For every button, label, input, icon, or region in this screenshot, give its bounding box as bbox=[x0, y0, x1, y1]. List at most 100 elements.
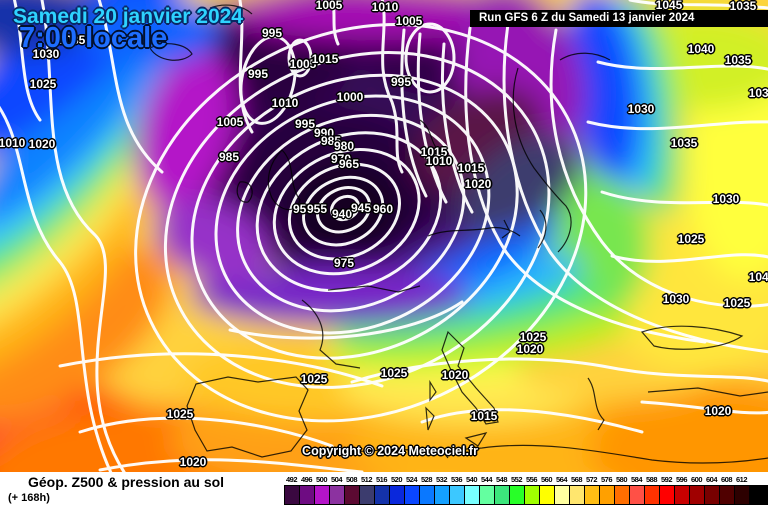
pressure-label: 1015 bbox=[470, 409, 498, 423]
color-scale: 492 496 500 504 508 512 516 520 524 528 532 536 540 5… bbox=[284, 475, 768, 505]
pressure-label: 1035 bbox=[670, 136, 698, 150]
forecast-date: Samedi 20 janvier 2024 bbox=[13, 5, 243, 28]
pressure-label: 1035 bbox=[58, 33, 86, 47]
scale-swatch bbox=[720, 486, 734, 504]
pressure-label: 1020 bbox=[516, 342, 544, 356]
forecast-time: 7:00 locale bbox=[19, 22, 168, 54]
map-title: Géop. Z500 & pression au sol bbox=[28, 474, 225, 490]
scale-swatch bbox=[420, 486, 434, 504]
scale-value: 552 bbox=[510, 475, 523, 484]
scale-value: 508 bbox=[345, 475, 358, 484]
scale-swatch bbox=[465, 486, 479, 504]
pressure-label: 1025 bbox=[677, 232, 705, 246]
pressure-label: 1035 bbox=[724, 53, 752, 67]
pressure-label: 1025 bbox=[166, 407, 194, 421]
scale-swatch bbox=[675, 486, 689, 504]
pressure-label: 1030 bbox=[627, 102, 655, 116]
scale-value: 564 bbox=[555, 475, 568, 484]
scale-value: 576 bbox=[600, 475, 613, 484]
scale-end-cap bbox=[750, 486, 767, 504]
pressure-label: 1020 bbox=[704, 404, 732, 418]
pressure-label: 1015 bbox=[457, 161, 485, 175]
pressure-label: 995 bbox=[247, 67, 269, 81]
scale-swatch bbox=[345, 486, 359, 504]
coastlines bbox=[149, 4, 768, 464]
scale-value: 492 bbox=[285, 475, 298, 484]
pressure-label: 960 bbox=[372, 202, 394, 216]
scale-swatch bbox=[585, 486, 599, 504]
color-scale-swatches bbox=[284, 485, 768, 505]
pressure-label: 1040 bbox=[687, 42, 715, 56]
pressure-label: 1000 bbox=[336, 90, 364, 104]
scale-value: 572 bbox=[585, 475, 598, 484]
scale-swatch bbox=[330, 486, 344, 504]
scale-swatch bbox=[690, 486, 704, 504]
pressure-field bbox=[0, 0, 768, 472]
scale-swatch bbox=[705, 486, 719, 504]
pressure-label: 1005 bbox=[216, 115, 244, 129]
pressure-label: 950 bbox=[292, 202, 314, 216]
scale-value: 584 bbox=[630, 475, 643, 484]
model-run-bar: Run GFS 6 Z du Samedi 13 janvier 2024 bbox=[470, 10, 768, 27]
pressure-label: 995 bbox=[390, 75, 412, 89]
pressure-label: 965 bbox=[338, 157, 360, 171]
scale-value: 596 bbox=[675, 475, 688, 484]
pressure-label: 1030 bbox=[712, 192, 740, 206]
scale-value: 504 bbox=[330, 475, 343, 484]
pressure-label: 1020 bbox=[441, 368, 469, 382]
scale-swatch bbox=[390, 486, 404, 504]
scale-swatch bbox=[645, 486, 659, 504]
scale-value: 580 bbox=[615, 475, 628, 484]
pressure-label: 1040 bbox=[748, 270, 768, 284]
scale-value: 512 bbox=[360, 475, 373, 484]
pressure-label: 1015 bbox=[311, 52, 339, 66]
scale-value: 556 bbox=[525, 475, 538, 484]
scale-swatch bbox=[525, 486, 539, 504]
scale-swatch bbox=[495, 486, 509, 504]
pressure-label: 1035 bbox=[729, 0, 757, 13]
scale-swatch bbox=[510, 486, 524, 504]
scale-value: 536 bbox=[450, 475, 463, 484]
scale-swatch bbox=[600, 486, 614, 504]
scale-swatch bbox=[540, 486, 554, 504]
scale-swatch bbox=[480, 486, 494, 504]
pressure-label: 985 bbox=[320, 134, 342, 148]
pressure-label: 1025 bbox=[300, 372, 328, 386]
pressure-label: 1025 bbox=[29, 77, 57, 91]
scale-value: 560 bbox=[540, 475, 553, 484]
scale-value: 516 bbox=[375, 475, 388, 484]
pressure-label: 970 bbox=[330, 152, 352, 166]
scale-value: 612 bbox=[735, 475, 748, 484]
pressure-labels: 1035 1030 1025 1010 1020 995 1005 1010 1005 995 10… bbox=[0, 0, 768, 468]
scale-swatch bbox=[405, 486, 419, 504]
scale-swatch bbox=[375, 486, 389, 504]
isobars bbox=[0, 0, 768, 472]
pressure-label: 945 bbox=[350, 201, 372, 215]
scale-swatch bbox=[450, 486, 464, 504]
pressure-label: 980 bbox=[333, 139, 355, 153]
scale-value: 524 bbox=[405, 475, 418, 484]
scale-swatch bbox=[300, 486, 314, 504]
pressure-label: 1030 bbox=[662, 292, 690, 306]
pressure-label: 1020 bbox=[464, 177, 492, 191]
pressure-label: 940 bbox=[331, 207, 353, 221]
pressure-label: 1015 bbox=[420, 145, 448, 159]
scale-value: 548 bbox=[495, 475, 508, 484]
scale-swatch bbox=[660, 486, 674, 504]
color-scale-values: 492 496 500 504 508 512 516 520 524 528 532 536 540 5… bbox=[284, 475, 768, 484]
scale-swatch bbox=[555, 486, 569, 504]
pressure-label: 1025 bbox=[723, 296, 751, 310]
scale-value: 528 bbox=[420, 475, 433, 484]
geopotential-field-svg bbox=[0, 0, 768, 472]
scale-value: 588 bbox=[645, 475, 658, 484]
map-canvas: 1035 1030 1025 1010 1020 995 1005 1010 1005 995 10… bbox=[0, 0, 768, 472]
pressure-label: 1010 bbox=[0, 136, 26, 150]
pressure-label: 1010 bbox=[271, 96, 299, 110]
pressure-label: 975 bbox=[333, 256, 355, 270]
pressure-label: 1025 bbox=[519, 330, 547, 344]
scale-value: 532 bbox=[435, 475, 448, 484]
pressure-label: 1005 bbox=[395, 14, 423, 28]
pressure-label: 1010 bbox=[425, 154, 453, 168]
scale-swatch bbox=[735, 486, 749, 504]
